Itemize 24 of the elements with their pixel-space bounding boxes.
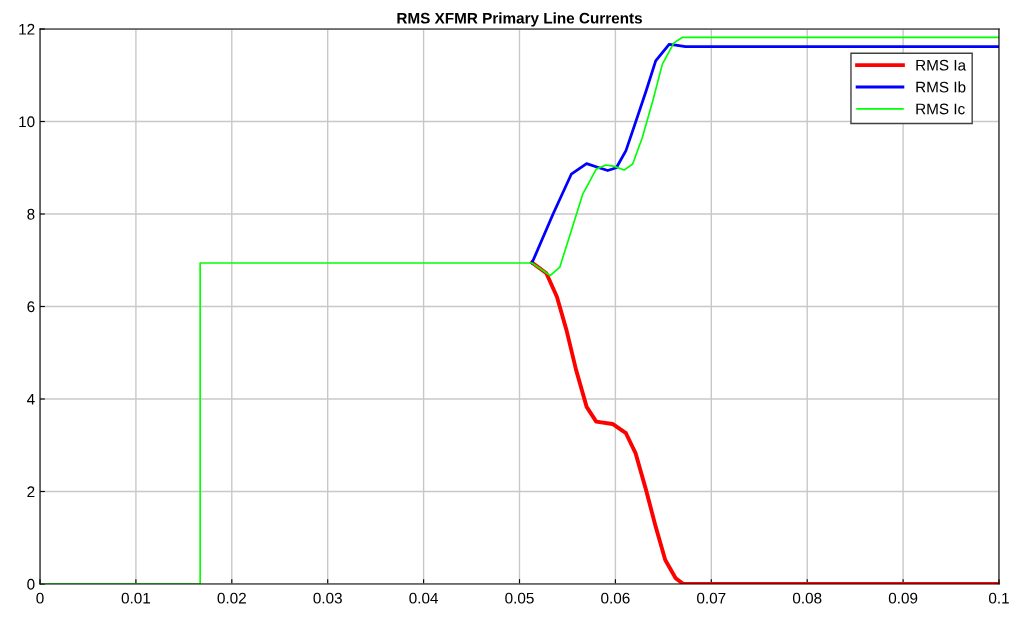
chart-title: RMS XFMR Primary Line Currents [397, 12, 642, 27]
legend-label: RMS Ib [916, 81, 966, 93]
y-tick-label: 8 [27, 208, 35, 220]
x-tick-label: 0.04 [409, 592, 439, 604]
x-tick-label: 0.02 [217, 592, 246, 604]
line-series [530, 260, 999, 584]
y-tick-label: 12 [19, 23, 35, 35]
x-tick-label: 0.08 [792, 592, 822, 604]
y-tick-label: 6 [27, 301, 35, 313]
x-tick-label: 0.03 [313, 592, 342, 604]
x-tick-label: 0.1 [988, 592, 1009, 604]
line-series [530, 42, 999, 265]
x-tick-label: 0.09 [888, 592, 918, 604]
y-tick-label: 2 [27, 486, 35, 498]
x-tick-label: 0.06 [601, 592, 630, 604]
y-tick-label: 0 [27, 578, 35, 590]
y-tick-label: 10 [19, 116, 35, 128]
x-tick-label: 0.07 [697, 592, 726, 604]
x-tick-label: 0.01 [121, 592, 151, 604]
x-tick-label: 0.05 [505, 592, 534, 604]
legend-label: RMS Ia [916, 59, 967, 71]
y-tick-label: 4 [26, 394, 35, 405]
x-tick-label: 0 [36, 592, 44, 604]
legend-label: RMS Ic [916, 103, 965, 115]
